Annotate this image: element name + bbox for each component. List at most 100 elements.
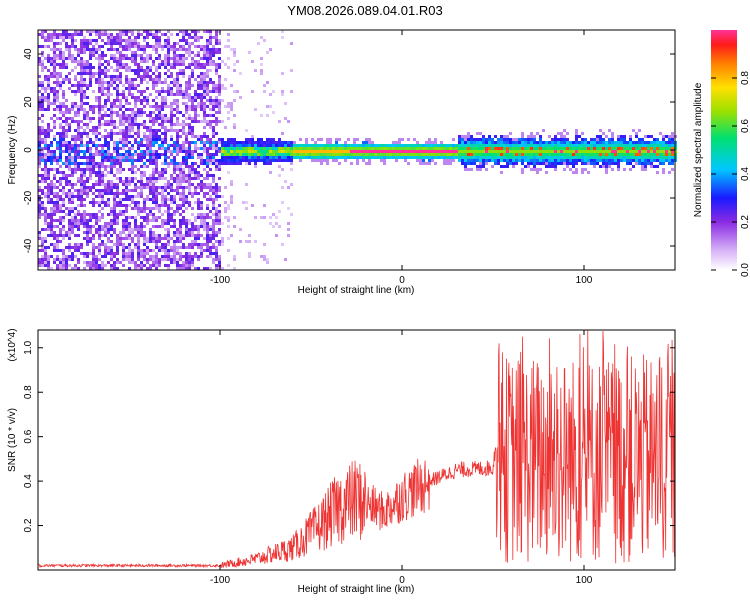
heatmap-cell (128, 237, 131, 240)
heatmap-cell (53, 261, 56, 264)
heatmap-cell (134, 153, 137, 156)
heatmap-cell (644, 144, 647, 147)
heatmap-cell (650, 159, 653, 162)
heatmap-cell (92, 144, 95, 147)
heatmap-cell (329, 153, 332, 156)
heatmap-cell (143, 243, 146, 246)
heatmap-cell (566, 165, 569, 168)
heatmap-cell (122, 90, 125, 93)
heatmap-cell (182, 192, 185, 195)
heatmap-cell (569, 141, 572, 144)
heatmap-cell (593, 156, 596, 159)
heatmap-cell (74, 165, 77, 168)
heatmap-cell (212, 246, 215, 249)
heatmap-cell (212, 147, 215, 150)
heatmap-cell (116, 114, 119, 117)
heatmap-cell (50, 168, 53, 171)
heatmap-cell (77, 225, 80, 228)
heatmap-cell (71, 162, 74, 165)
heatmap-cell (503, 147, 506, 150)
heatmap-cell (329, 144, 332, 147)
heatmap-cell (182, 150, 185, 153)
heatmap-cell (143, 78, 146, 81)
heatmap-cell (344, 141, 347, 144)
heatmap-cell (38, 63, 41, 66)
heatmap-cell (53, 51, 56, 54)
heatmap-cell (317, 150, 320, 153)
heatmap-y-label: Frequency (Hz) (7, 116, 18, 185)
heatmap-cell (38, 75, 41, 78)
heatmap-cell (464, 153, 467, 156)
heatmap-cell (125, 120, 128, 123)
heatmap-cell (545, 165, 548, 168)
heatmap-cell (83, 132, 86, 135)
heatmap-cell (506, 144, 509, 147)
heatmap-cell (140, 231, 143, 234)
heatmap-cell (665, 153, 668, 156)
heatmap-cell (197, 246, 200, 249)
heatmap-cell (134, 42, 137, 45)
heatmap-cell (638, 162, 641, 165)
heatmap-cell (218, 159, 221, 162)
heatmap-cell (434, 141, 437, 144)
heatmap-cell (158, 129, 161, 132)
heatmap-cell (149, 156, 152, 159)
heatmap-cell (59, 42, 62, 45)
heatmap-cell (209, 81, 212, 84)
heatmap-cell (65, 117, 68, 120)
heatmap-cell (143, 153, 146, 156)
heatmap-cell (77, 195, 80, 198)
heatmap-cell (95, 171, 98, 174)
heatmap-cell (173, 60, 176, 63)
heatmap-cell (383, 153, 386, 156)
heatmap-cell (179, 183, 182, 186)
heatmap-cell (185, 165, 188, 168)
heatmap-cell (515, 153, 518, 156)
heatmap-cell (47, 135, 50, 138)
heatmap-cell (155, 225, 158, 228)
heatmap-cell (92, 237, 95, 240)
heatmap-cell (188, 144, 191, 147)
heatmap-cell (203, 63, 206, 66)
heatmap-cell (89, 51, 92, 54)
heatmap-cell (128, 156, 131, 159)
heatmap-cell (98, 114, 101, 117)
heatmap-cell (269, 159, 272, 162)
heatmap-cell (182, 264, 185, 267)
heatmap-cell (92, 255, 95, 258)
heatmap-cell (221, 156, 224, 159)
heatmap-cell (77, 114, 80, 117)
heatmap-cell (395, 150, 398, 153)
heatmap-cell (617, 168, 620, 171)
heatmap-cell (218, 99, 221, 102)
heatmap-cell (143, 225, 146, 228)
heatmap-cell (104, 186, 107, 189)
heatmap-cell (173, 222, 176, 225)
heatmap-cell (188, 177, 191, 180)
heatmap-cell (116, 153, 119, 156)
heatmap-cell (50, 207, 53, 210)
heatmap-cell (344, 156, 347, 159)
heatmap-cell (164, 204, 167, 207)
heatmap-cell (518, 141, 521, 144)
heatmap-cell (161, 117, 164, 120)
heatmap-cell (92, 201, 95, 204)
heatmap-cell (50, 117, 53, 120)
heatmap-cell (287, 141, 290, 144)
heatmap-cell (662, 150, 665, 153)
heatmap-cell (497, 156, 500, 159)
heatmap-cell (638, 144, 641, 147)
heatmap-cell (218, 42, 221, 45)
y-tick-label: 20 (23, 96, 34, 108)
heatmap-cell (215, 258, 218, 261)
heatmap-cell (596, 156, 599, 159)
heatmap-cell (488, 141, 491, 144)
heatmap-cell (167, 93, 170, 96)
heatmap-cell (125, 129, 128, 132)
heatmap-cell (605, 159, 608, 162)
heatmap-cell (386, 144, 389, 147)
heatmap-cell (131, 57, 134, 60)
heatmap-cell (116, 57, 119, 60)
heatmap-cell (272, 225, 275, 228)
heatmap-cell (119, 102, 122, 105)
